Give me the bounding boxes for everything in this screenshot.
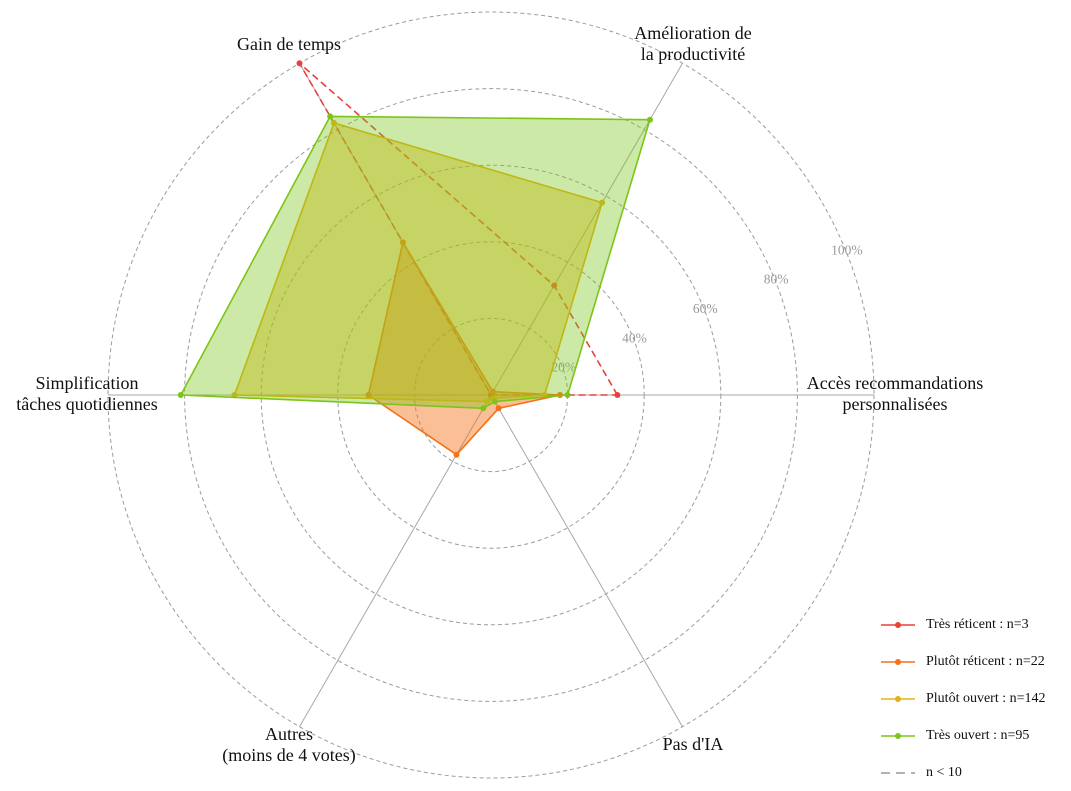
data-point — [330, 120, 337, 127]
legend-item-3: Plutôt ouvert : n=142 — [880, 680, 1065, 717]
legend-item-2: Plutôt réticent : n=22 — [880, 643, 1065, 680]
axis-label-4: Simplification tâches quotidiennes — [16, 373, 157, 414]
axis-label-1: Accès recommandations personnalisées — [807, 373, 983, 414]
axis-label-6: Pas d'IA — [663, 734, 724, 754]
radial-tick-labels: 20% 40% 60% 80% 100% — [551, 242, 862, 374]
axis-label-5: Autres (moins de 4 votes) — [222, 724, 355, 766]
data-point — [480, 405, 487, 412]
radar-series — [177, 60, 653, 458]
spoke-6 — [490, 394, 683, 727]
data-point — [365, 392, 372, 398]
series-area — [180, 116, 650, 409]
r-tick-label: 20% — [551, 360, 576, 375]
data-point — [484, 398, 491, 405]
legend: Très réticent : n=3 Plutôt réticent : n=2… — [880, 606, 1065, 791]
data-point — [495, 405, 502, 412]
data-point — [327, 113, 334, 120]
legend-item-5: n < 10 — [880, 754, 1065, 791]
legend-swatch — [881, 771, 915, 774]
data-point — [614, 392, 621, 398]
data-point — [489, 388, 496, 395]
legend-item-1: Très réticent : n=3 — [880, 606, 1065, 643]
series-area — [234, 123, 603, 402]
data-point — [453, 451, 460, 458]
legend-label: Très ouvert : n=95 — [926, 727, 1030, 743]
r-tick-label: 60% — [693, 301, 718, 316]
data-point — [177, 392, 184, 398]
data-point — [491, 398, 498, 405]
legend-swatch — [881, 732, 915, 739]
data-point — [551, 282, 558, 289]
legend-label: Plutôt ouvert : n=142 — [926, 690, 1046, 706]
r-tick-label: 40% — [622, 330, 647, 345]
r-tick-label: 100% — [831, 242, 863, 257]
spoke-5 — [299, 394, 492, 727]
data-point — [599, 199, 606, 206]
data-point — [646, 116, 653, 123]
data-point — [564, 392, 571, 398]
legend-swatch — [881, 621, 915, 628]
data-point — [399, 239, 406, 246]
series-1 — [296, 60, 621, 398]
axis-labels: Accès recommandations personnalisées Améli… — [16, 23, 983, 766]
legend-item-4: Très ouvert : n=95 — [880, 717, 1065, 754]
series-4 — [177, 113, 653, 412]
legend-label: Très réticent : n=3 — [926, 616, 1029, 632]
series-2 — [365, 239, 563, 458]
axis-label-3: Gain de temps — [237, 34, 341, 54]
r-tick-label: 80% — [764, 272, 789, 287]
data-point — [296, 60, 303, 67]
axis-label-2: Amélioration de la productivité — [634, 23, 751, 64]
series-area — [368, 242, 560, 455]
legend-label: Plutôt réticent : n=22 — [926, 653, 1045, 669]
legend-swatch — [881, 658, 915, 665]
legend-swatch — [881, 695, 915, 702]
legend-label: n < 10 — [926, 764, 962, 780]
